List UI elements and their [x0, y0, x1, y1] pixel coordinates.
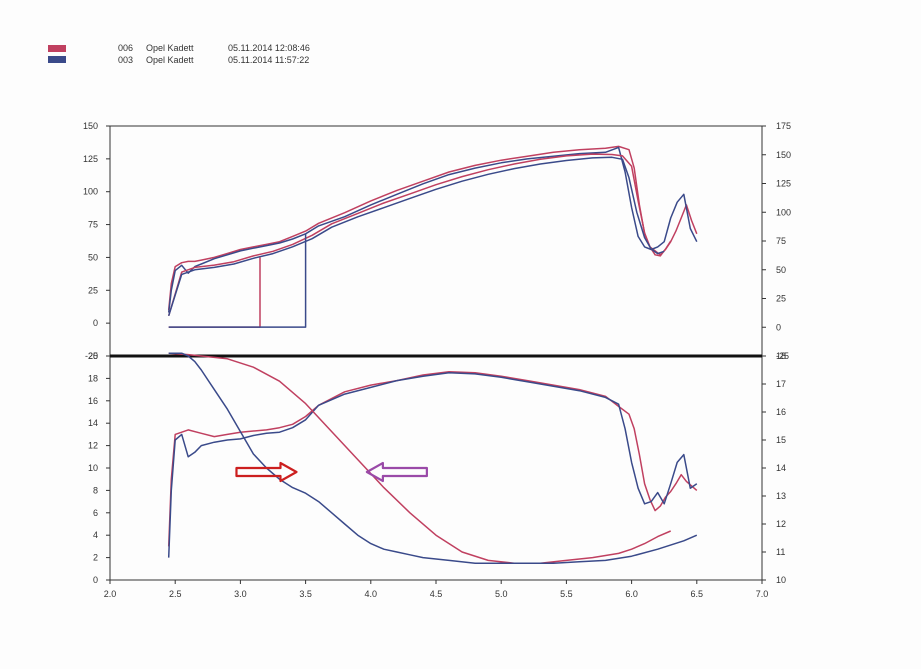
lower-run-006-line: [167, 370, 698, 547]
power-run-003-right-axis-line: [167, 156, 665, 317]
top-right-tick-label: 100: [776, 207, 791, 217]
x-tick-label: 6.0: [625, 589, 638, 599]
bottom-right-tick-label: 15: [776, 435, 786, 445]
run-003-swatch: [48, 56, 66, 63]
run-003-datetime: 05.11.2014 11:57:22: [228, 55, 310, 65]
left-arrow-annotation: [365, 461, 428, 483]
x-tick-label: 4.5: [430, 589, 443, 599]
power-run-006-line: [167, 145, 698, 311]
top-left-tick-label: 0: [93, 318, 98, 328]
top-left-tick-label: 50: [88, 252, 98, 262]
bottom-left-tick-label: 6: [93, 508, 98, 518]
bottom-left-tick-label: 20: [88, 351, 98, 361]
run-003-car: Opel Kadett: [146, 55, 194, 65]
lower-run-003-line: [167, 372, 698, 558]
top-right-tick-label: 150: [776, 150, 791, 160]
x-tick-label: 6.5: [691, 589, 704, 599]
run-006-swatch: [48, 45, 66, 52]
top-left-tick-label: 75: [88, 220, 98, 230]
bottom-left-tick-label: 2: [93, 553, 98, 563]
power-run-003-line: [167, 146, 698, 313]
power-run-003-marker-line: [168, 233, 307, 328]
run-006-id: 006: [118, 43, 134, 53]
bottom-right-tick-label: 12: [776, 519, 786, 529]
top-right-tick-label: 0: [776, 322, 781, 332]
x-tick-label: 3.5: [299, 589, 312, 599]
bottom-left-tick-label: 16: [88, 396, 98, 406]
top-right-tick-label: -25: [776, 351, 789, 361]
top-left-tick-label: -25: [85, 351, 98, 361]
top-left-tick-label: 125: [83, 154, 98, 164]
bottom-right-tick-label: 13: [776, 491, 786, 501]
top-left-tick-label: 100: [83, 187, 98, 197]
lower-run-003-right-axis-line: [168, 352, 698, 564]
bottom-right-tick-label: 14: [776, 463, 786, 473]
bottom-left-tick-label: 10: [88, 463, 98, 473]
x-tick-label: 2.5: [169, 589, 182, 599]
right-arrow-annotation: [235, 461, 298, 483]
bottom-left-tick-label: 0: [93, 575, 98, 585]
bottom-right-tick-label: 16: [776, 407, 786, 417]
bottom-right-tick-label: 18: [776, 351, 786, 361]
run-006-datetime: 05.11.2014 12:08:46: [228, 43, 310, 53]
lower-run-006-right-axis-line: [168, 352, 671, 564]
bottom-left-tick-label: 14: [88, 418, 98, 428]
run-003-id: 003: [118, 55, 134, 65]
bottom-left-tick-label: 8: [93, 485, 98, 495]
top-right-tick-label: 25: [776, 294, 786, 304]
x-tick-label: 2.0: [104, 589, 117, 599]
bottom-left-tick-label: 4: [93, 530, 98, 540]
bottom-right-tick-label: 11: [776, 547, 785, 557]
x-tick-label: 5.5: [560, 589, 573, 599]
top-right-tick-label: 125: [776, 179, 791, 189]
bottom-left-tick-label: 12: [88, 441, 98, 451]
bottom-right-tick-label: 17: [776, 379, 786, 389]
run-006-car: Opel Kadett: [146, 43, 194, 53]
top-right-tick-label: 50: [776, 265, 786, 275]
top-left-tick-label: 150: [83, 121, 98, 131]
plot-frame: [109, 125, 763, 581]
x-tick-label: 4.0: [365, 589, 378, 599]
x-tick-label: 3.0: [234, 589, 247, 599]
top-right-tick-label: 75: [776, 236, 786, 246]
x-tick-label: 7.0: [756, 589, 769, 599]
top-left-tick-label: 25: [88, 285, 98, 295]
bottom-right-tick-label: 10: [776, 575, 786, 585]
x-tick-label: 5.0: [495, 589, 508, 599]
top-right-tick-label: 175: [776, 121, 791, 131]
bottom-left-tick-label: 18: [88, 373, 98, 383]
power-run-006-right-axis-line: [167, 153, 672, 317]
